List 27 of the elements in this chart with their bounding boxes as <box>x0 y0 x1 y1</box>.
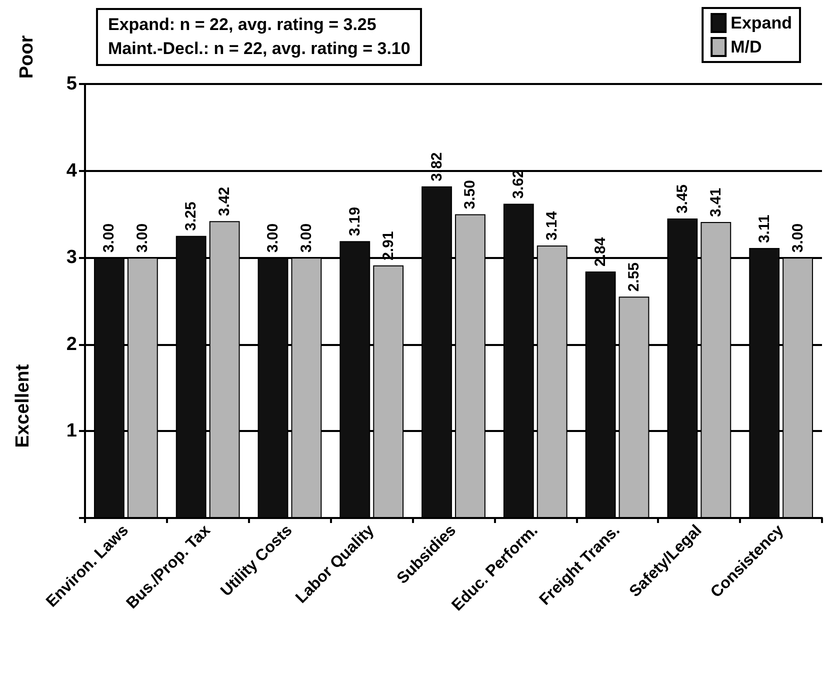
text: Poor <box>16 35 39 79</box>
data-label: 2.84 <box>592 236 610 266</box>
y-tick-label: 4 <box>66 160 78 182</box>
legend-label: M/D <box>730 38 762 56</box>
text: Maint.-Decl.: n = 22, avg. rating = 3.10 <box>108 38 410 60</box>
y-axis-title: Excellent <box>12 364 35 448</box>
data-label: 3.00 <box>100 223 118 253</box>
y-tick-label: 2 <box>66 334 77 355</box>
text: Expand: n = 22, avg. rating = 3.25 <box>108 14 378 36</box>
y-tick-label: 3 <box>66 247 77 268</box>
data-label: 3.41 <box>707 188 724 218</box>
data-label: 3.00 <box>789 223 806 253</box>
y-tick-label: 1 <box>66 420 78 442</box>
data-label: 3.82 <box>428 152 446 182</box>
data-label: 3.14 <box>544 210 561 240</box>
data-label: 3.00 <box>264 223 282 253</box>
data-label: 3.50 <box>462 180 479 210</box>
legend-label: Expand <box>730 14 792 32</box>
data-label: 3.11 <box>756 214 773 244</box>
y-tick-label: 5 <box>66 74 78 94</box>
data-label: 3.42 <box>216 186 234 216</box>
data-label: 3.00 <box>298 223 315 253</box>
data-label: 3.19 <box>346 206 364 236</box>
data-label: 3.00 <box>134 223 152 253</box>
data-label: 3.25 <box>182 202 200 231</box>
data-label: 3.45 <box>674 184 691 214</box>
data-label: 2.55 <box>626 262 643 292</box>
